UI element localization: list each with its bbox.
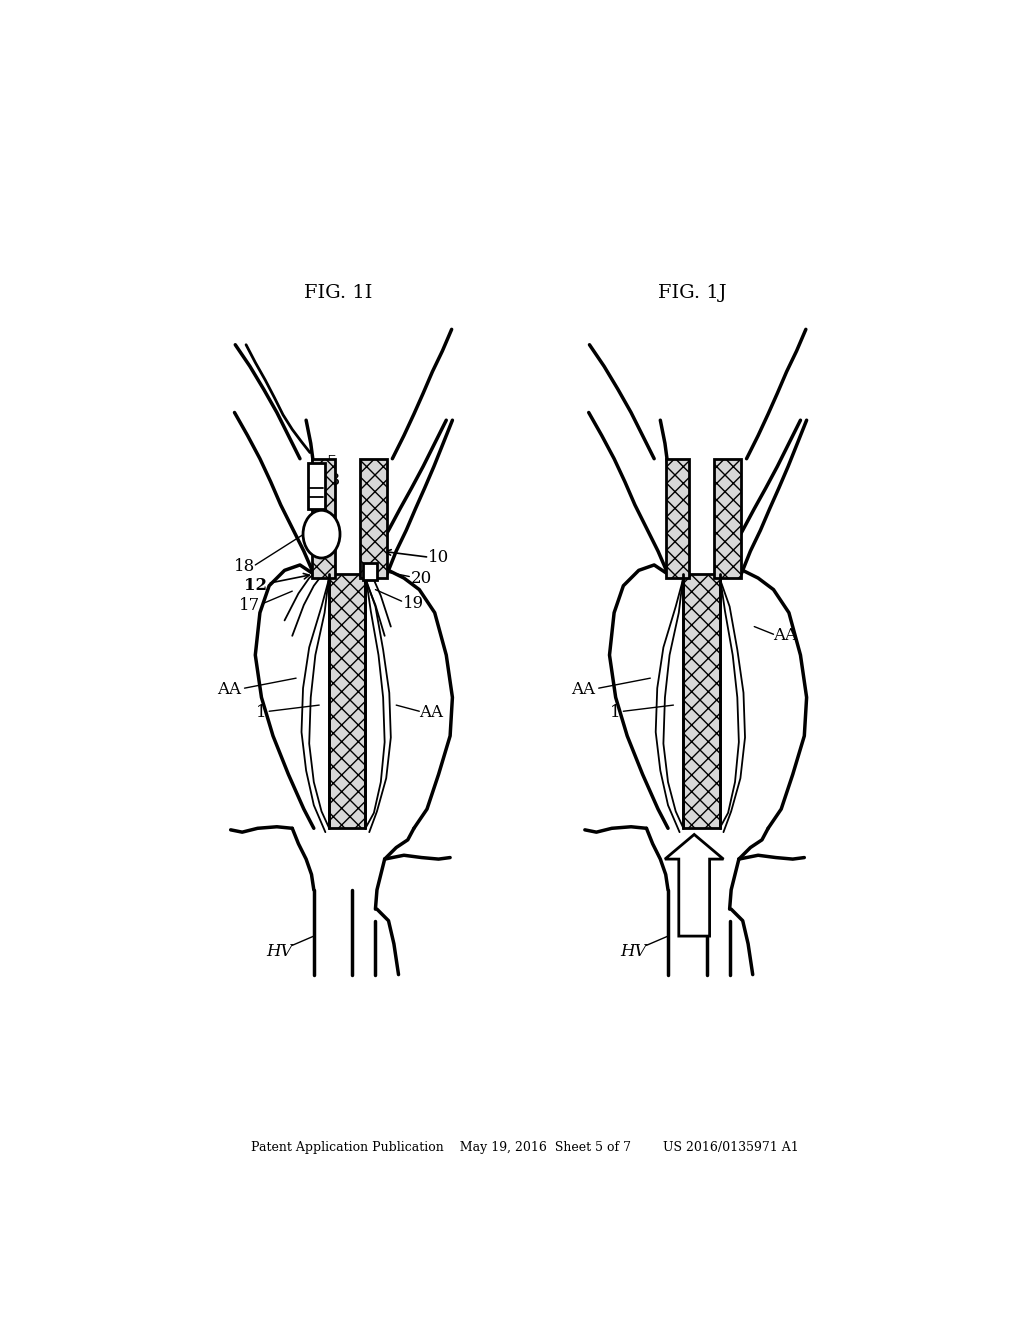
Bar: [666, 459, 689, 578]
Text: 5: 5: [327, 454, 338, 471]
Text: 17: 17: [240, 597, 260, 614]
Text: AA: AA: [217, 681, 241, 698]
Polygon shape: [677, 574, 727, 578]
Text: AA: AA: [571, 681, 595, 698]
Text: 1: 1: [610, 705, 621, 721]
Text: 18: 18: [233, 558, 255, 576]
Text: 1: 1: [256, 705, 267, 721]
Bar: [360, 459, 387, 578]
Bar: [330, 574, 366, 829]
Text: 10: 10: [428, 549, 450, 566]
Bar: [364, 562, 377, 579]
Text: HV: HV: [266, 942, 293, 960]
Text: HV: HV: [621, 942, 646, 960]
Text: 19: 19: [403, 595, 425, 612]
Polygon shape: [665, 834, 724, 936]
Text: 13: 13: [321, 471, 341, 488]
Bar: [714, 459, 741, 578]
Text: FIG. 1J: FIG. 1J: [658, 284, 727, 302]
Text: FIG. 1I: FIG. 1I: [304, 284, 373, 302]
Bar: [683, 574, 720, 829]
Text: Patent Application Publication    May 19, 2016  Sheet 5 of 7        US 2016/0135: Patent Application Publication May 19, 2…: [251, 1142, 799, 1155]
Ellipse shape: [303, 511, 340, 558]
Bar: [311, 459, 335, 578]
Polygon shape: [307, 462, 325, 508]
Text: AA: AA: [419, 705, 442, 721]
Text: 20: 20: [411, 569, 432, 586]
Text: 12: 12: [244, 577, 267, 594]
Text: AA: AA: [773, 627, 797, 644]
